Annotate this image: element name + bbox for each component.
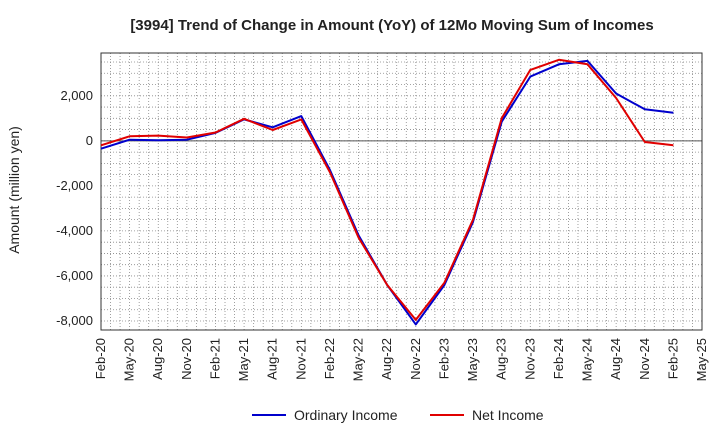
x-tick-label: May-23: [465, 338, 480, 381]
series-line-net-income: [100, 58, 674, 321]
x-tick-label: Nov-23: [522, 338, 537, 380]
y-tick-label: 0: [86, 133, 93, 148]
y-tick-label: 2,000: [60, 88, 93, 103]
x-tick-label: May-20: [122, 338, 137, 381]
x-tick-label: Nov-20: [179, 338, 194, 380]
plot-border: [100, 52, 703, 331]
x-tick-label: Aug-22: [379, 338, 394, 380]
x-tick-label: Feb-21: [207, 338, 222, 379]
y-axis-label: Amount (million yen): [6, 126, 22, 254]
x-tick-label: Aug-23: [494, 338, 509, 380]
x-tick-label: May-22: [351, 338, 366, 381]
legend-label-ordinary-income: Ordinary Income: [294, 407, 398, 423]
y-tick-label: -2,000: [56, 178, 93, 193]
x-tick-label: Aug-21: [265, 338, 280, 380]
x-tick-label: Feb-24: [551, 338, 566, 379]
x-tick-label: May-21: [236, 338, 251, 381]
x-tick-label: Nov-22: [408, 338, 423, 380]
chart-title: [3994] Trend of Change in Amount (YoY) o…: [130, 17, 653, 34]
x-tick-label: May-24: [580, 338, 595, 381]
y-tick-label: -4,000: [56, 223, 93, 238]
x-tick-label: Nov-21: [293, 338, 308, 380]
plot-background: [101, 53, 702, 330]
x-tick-label: Aug-20: [150, 338, 165, 380]
y-tick-label: -8,000: [56, 313, 93, 328]
y-tick-label: -6,000: [56, 268, 93, 283]
x-tick-label: May-25: [694, 338, 709, 381]
x-tick-label: Feb-23: [436, 338, 451, 379]
x-tick-label: Feb-20: [93, 338, 108, 379]
x-tick-label: Aug-24: [608, 338, 623, 380]
x-tick-label: Nov-24: [637, 338, 652, 380]
legend: Ordinary Income Net Income: [252, 407, 544, 423]
legend-label-net-income: Net Income: [472, 407, 544, 423]
x-tick-label: Feb-25: [665, 338, 680, 379]
x-tick-label: Feb-22: [322, 338, 337, 379]
